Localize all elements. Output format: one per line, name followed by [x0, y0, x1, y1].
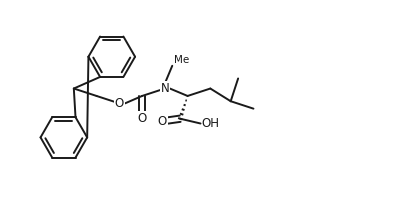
Text: OH: OH — [202, 117, 220, 130]
Text: O: O — [115, 97, 124, 110]
Text: Me: Me — [174, 54, 189, 64]
Text: O: O — [158, 115, 167, 128]
Text: O: O — [138, 112, 147, 125]
Text: N: N — [160, 82, 169, 95]
